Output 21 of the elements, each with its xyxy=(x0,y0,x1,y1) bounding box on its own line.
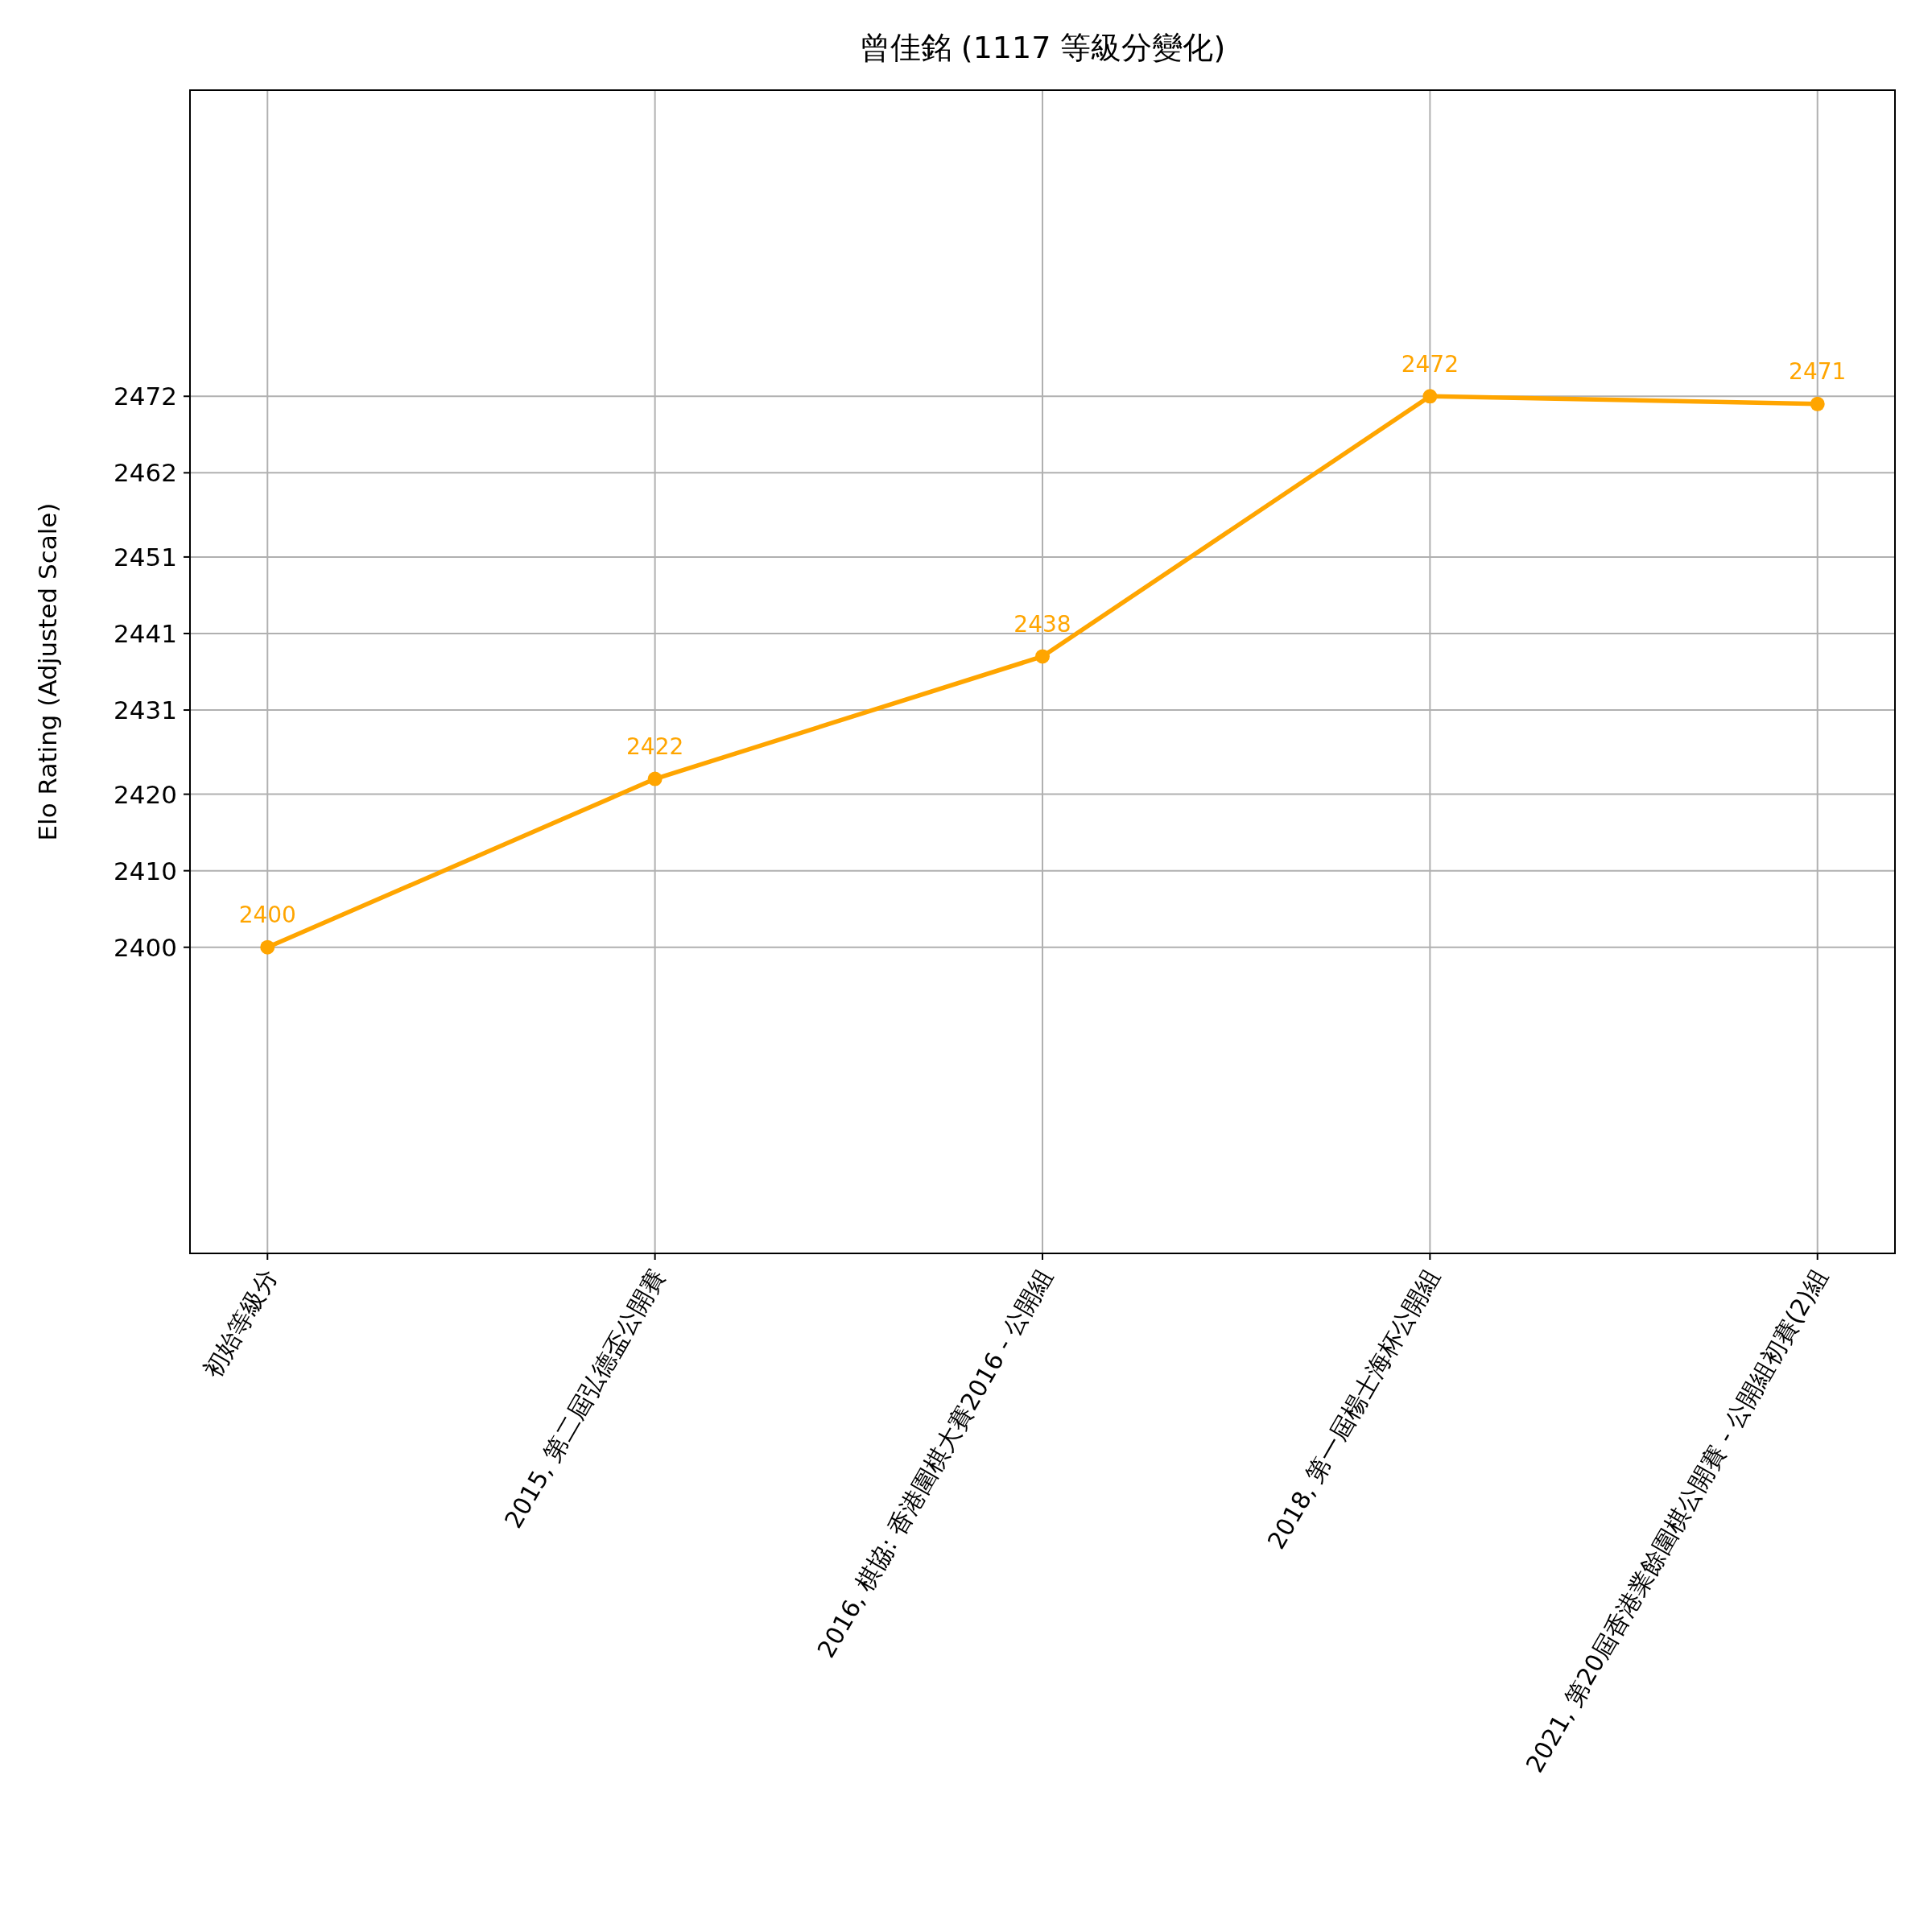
point xyxy=(1035,649,1050,664)
y-tick-label: 2441 xyxy=(114,618,177,648)
point xyxy=(647,771,663,786)
y-tick-label: 2431 xyxy=(114,696,177,725)
y-tick-label: 2410 xyxy=(114,856,177,886)
data-label: 2422 xyxy=(626,733,684,761)
data-label: 2438 xyxy=(1013,610,1071,638)
point xyxy=(260,939,275,955)
y-tick-label: 2462 xyxy=(114,458,177,488)
data-label: 2400 xyxy=(238,902,296,929)
y-tick-label: 2472 xyxy=(114,382,177,411)
point xyxy=(1810,396,1825,411)
chart-title: 曾佳銘 (1117 等級分變化) xyxy=(859,30,1226,65)
y-axis-title: Elo Rating (Adjusted Scale) xyxy=(33,502,62,841)
y-tick-label: 2400 xyxy=(114,932,177,962)
y-tick-label: 2451 xyxy=(114,542,177,572)
y-tick-label: 2420 xyxy=(114,779,177,809)
x-tick-label: 初始等級分 xyxy=(198,1264,283,1383)
point xyxy=(1422,389,1438,404)
data-label: 2471 xyxy=(1789,358,1847,386)
data-label: 2472 xyxy=(1401,350,1459,378)
